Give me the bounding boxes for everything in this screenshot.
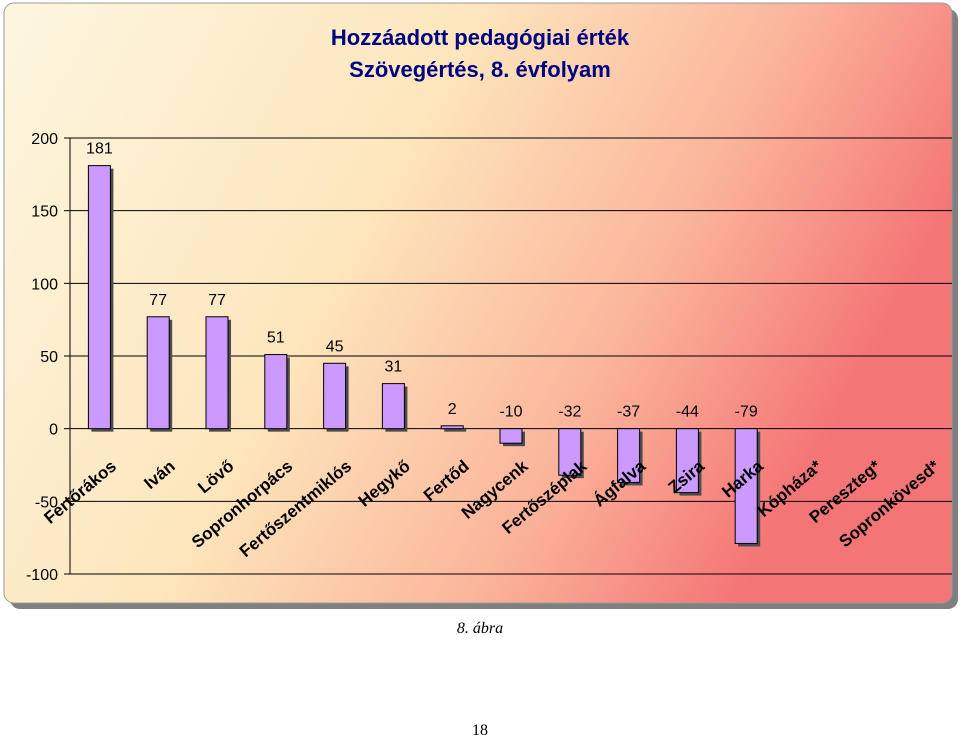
data-label: -10 bbox=[499, 404, 522, 421]
data-label: 181 bbox=[86, 141, 113, 158]
bar bbox=[617, 428, 641, 483]
chart-background bbox=[3, 2, 953, 604]
bar bbox=[146, 316, 170, 430]
bar bbox=[499, 428, 523, 444]
bar-shadow bbox=[444, 428, 467, 432]
data-label: -79 bbox=[735, 404, 758, 421]
data-label: -37 bbox=[617, 404, 640, 421]
y-tick-label: 200 bbox=[31, 131, 58, 148]
data-label: 45 bbox=[326, 338, 344, 355]
bar bbox=[558, 428, 582, 476]
page-number: 18 bbox=[472, 722, 488, 739]
y-tick-label: 150 bbox=[31, 204, 58, 221]
bar bbox=[87, 165, 111, 430]
bars bbox=[87, 165, 761, 547]
data-label: 2 bbox=[448, 401, 457, 418]
y-tick-label: 0 bbox=[49, 422, 58, 439]
data-label: 31 bbox=[385, 359, 403, 376]
chart-title: Hozzáadott pedagógiai érték bbox=[331, 25, 630, 50]
y-tick-label: 100 bbox=[31, 276, 58, 293]
y-tick-label: -100 bbox=[26, 567, 58, 584]
bar bbox=[264, 354, 288, 430]
data-label: 77 bbox=[208, 292, 226, 309]
y-tick-label: 50 bbox=[40, 349, 58, 366]
bar bbox=[734, 428, 758, 544]
bar bbox=[675, 428, 699, 494]
bar bbox=[323, 362, 347, 430]
bar bbox=[440, 425, 464, 430]
y-axis: -100 -50 0 50 100 150 200 bbox=[26, 131, 71, 584]
bar bbox=[205, 316, 229, 430]
data-label: 51 bbox=[267, 330, 285, 347]
y-tick-label: -50 bbox=[35, 494, 58, 511]
figure-caption: 8. ábra bbox=[456, 620, 504, 637]
chart-subtitle: Szövegértés, 8. évfolyam bbox=[349, 57, 611, 82]
data-label: 77 bbox=[149, 292, 167, 309]
bar bbox=[381, 383, 405, 430]
data-labels: 181 77 77 51 45 31 2 -10 -32 -37 -44 -79 bbox=[86, 141, 758, 421]
data-label: -44 bbox=[676, 404, 699, 421]
data-label: -32 bbox=[558, 404, 581, 421]
